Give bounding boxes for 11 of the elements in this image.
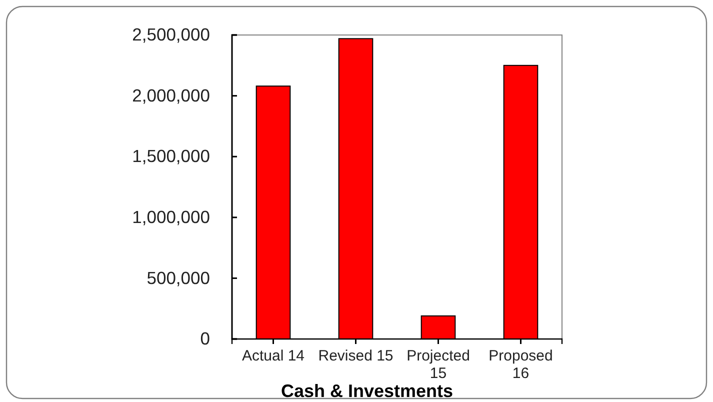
y-tick-label: 500,000 [146,268,210,288]
y-tick-label: 2,500,000 [132,24,210,45]
x-tick-label: Actual 14 [242,348,305,365]
y-tick-label: 1,000,000 [132,207,210,227]
x-tick-label: Revised 15 [318,348,394,365]
x-axis-title: Cash & Investments [280,381,454,401]
y-tick-label: 1,500,000 [132,146,210,166]
x-tick-label: Projected 15 [406,348,470,382]
y-tick-label: 2,000,000 [132,85,210,106]
x-tick-label: Proposed 16 [488,348,553,382]
y-tick-label: 0 [200,328,210,349]
